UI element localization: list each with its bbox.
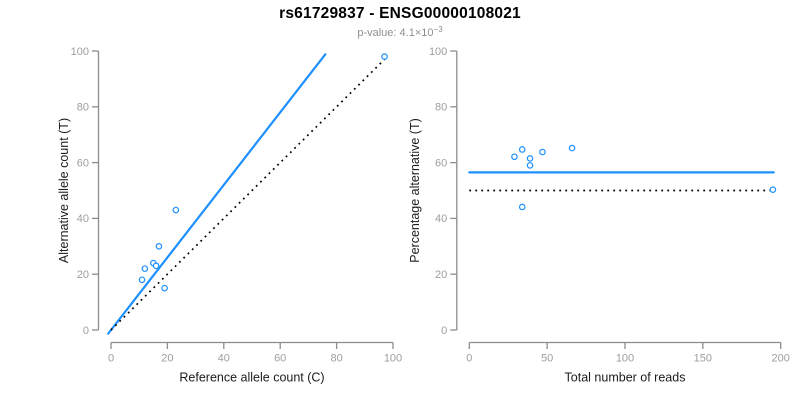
data-points (511, 144, 777, 211)
regression-line (107, 53, 327, 335)
y-tick-label: 20 (77, 269, 89, 281)
data-point (172, 206, 180, 214)
y-tick-label: 40 (435, 213, 447, 225)
x-axis-title: Total number of reads (565, 371, 686, 385)
data-point (161, 284, 168, 292)
y-tick-label: 0 (83, 325, 89, 337)
y-axis-title: Percentage alternative (T) (408, 118, 422, 263)
data-point (381, 53, 388, 60)
data-point (138, 276, 146, 284)
y-tick-label: 0 (441, 325, 447, 337)
x-tick-label: 50 (541, 353, 553, 365)
data-point (769, 186, 777, 193)
x-tick-label: 100 (616, 353, 634, 365)
data-point (518, 203, 526, 211)
data-point (526, 162, 534, 169)
x-tick-label: 80 (330, 353, 342, 365)
data-points (138, 53, 388, 292)
pvalue-prefix: p-value: (357, 27, 400, 39)
y-tick-label: 60 (435, 157, 447, 169)
y-axis-title: Alternative allele count (T) (57, 118, 71, 263)
allele-count-scatter: 0 20 40 60 80 100 0 20 40 60 80 100 Reference allele… (57, 46, 402, 385)
x-axis-title: Reference allele count (C) (179, 371, 324, 385)
pvalue-base: 10 (421, 27, 434, 39)
pvalue-mantissa: 4.1 (399, 27, 415, 39)
x-tick-label: 0 (108, 353, 114, 365)
x-tick-label: 200 (772, 353, 790, 365)
y-tick-label: 80 (435, 102, 447, 114)
figure-title: rs61729837 - ENSG00000108021 (279, 5, 521, 22)
data-point (141, 265, 149, 272)
y-tick-label: 20 (435, 269, 447, 281)
data-point (539, 148, 546, 156)
y-tick-label: 100 (429, 46, 447, 58)
identity-line (110, 55, 388, 331)
x-tick-label: 20 (161, 353, 173, 365)
x-tick-label: 60 (274, 353, 286, 365)
data-point (568, 144, 576, 152)
y-tick-label: 60 (77, 157, 89, 169)
x-tick-label: 150 (694, 353, 712, 365)
pvalue-times-sign: × (414, 27, 422, 39)
pvalue-exponent: −3 (433, 25, 443, 34)
data-point (518, 146, 526, 153)
x-tick-label: 0 (466, 353, 472, 365)
percentage-vs-reads-scatter: 0 20 40 60 80 100 0 50 100 150 200 Total number of … (408, 46, 790, 385)
data-point (155, 243, 163, 250)
x-axis: 0 50 100 150 200 (466, 341, 790, 365)
figure-subtitle: p-value: 4.1×10−3 (0, 25, 800, 39)
y-tick-label: 80 (77, 102, 89, 114)
data-point (511, 153, 518, 161)
y-axis: 0 20 40 60 80 100 (429, 46, 458, 337)
x-axis: 0 20 40 60 80 100 (108, 341, 402, 365)
x-tick-label: 40 (218, 353, 230, 365)
y-axis: 0 20 40 60 80 100 (71, 46, 100, 337)
x-tick-label: 100 (384, 353, 402, 365)
y-tick-label: 100 (71, 46, 89, 58)
y-tick-label: 40 (77, 213, 89, 225)
data-point (526, 155, 534, 162)
data-point (152, 262, 160, 270)
